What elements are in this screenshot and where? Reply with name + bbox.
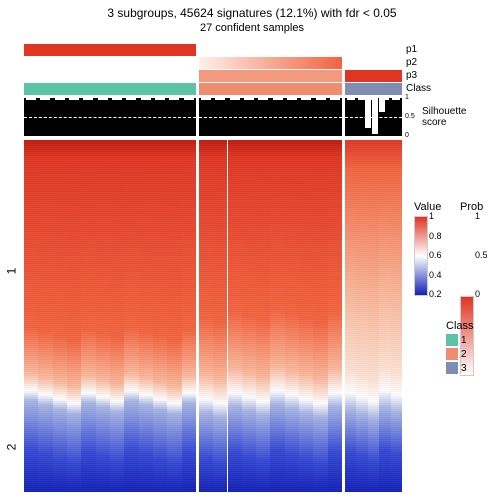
legend-class-item: 2 — [446, 348, 474, 362]
anno-class-g2 — [199, 83, 342, 95]
anno-p1-g1 — [24, 44, 196, 56]
anno-p1-g3 — [345, 44, 402, 56]
heatmap-group-3 — [345, 140, 402, 492]
heatmap-row-label: 1 — [4, 268, 18, 275]
heatmap-group-1 — [24, 140, 196, 492]
legend-value-gradient — [414, 216, 428, 296]
silhouette-bar-g3-0 — [365, 98, 371, 128]
legend-class-title: Class — [446, 320, 474, 332]
anno-class-g1 — [24, 83, 196, 95]
anno-p2-g3 — [345, 57, 402, 69]
anno-p2-g1 — [24, 57, 196, 69]
heatmap-group-2 — [199, 140, 342, 492]
legend-value-title: Value — [414, 201, 441, 213]
anno-p3-g2 — [199, 70, 342, 82]
legend-class-item: 3 — [446, 362, 474, 376]
legend-class-item: 1 — [446, 334, 474, 348]
chart-title-line1: 3 subgroups, 45624 signatures (12.1%) wi… — [0, 6, 504, 20]
anno-label-p1: p1 — [406, 44, 417, 55]
anno-label-p2: p2 — [406, 57, 417, 68]
anno-label-class: Class — [406, 83, 431, 94]
anno-p1-g2 — [199, 44, 342, 56]
heatmap-row-label: 2 — [4, 444, 18, 451]
anno-p2-g2 — [199, 57, 342, 69]
silhouette-bar-g3-2 — [379, 98, 385, 112]
anno-p3-g3 — [345, 70, 402, 82]
anno-label-p3: p3 — [406, 70, 417, 81]
anno-p3-g1 — [24, 70, 196, 82]
anno-class-g3 — [345, 83, 402, 95]
chart-title-line2: 27 confident samples — [0, 22, 504, 34]
silhouette-label: Silhouette score — [422, 106, 466, 128]
